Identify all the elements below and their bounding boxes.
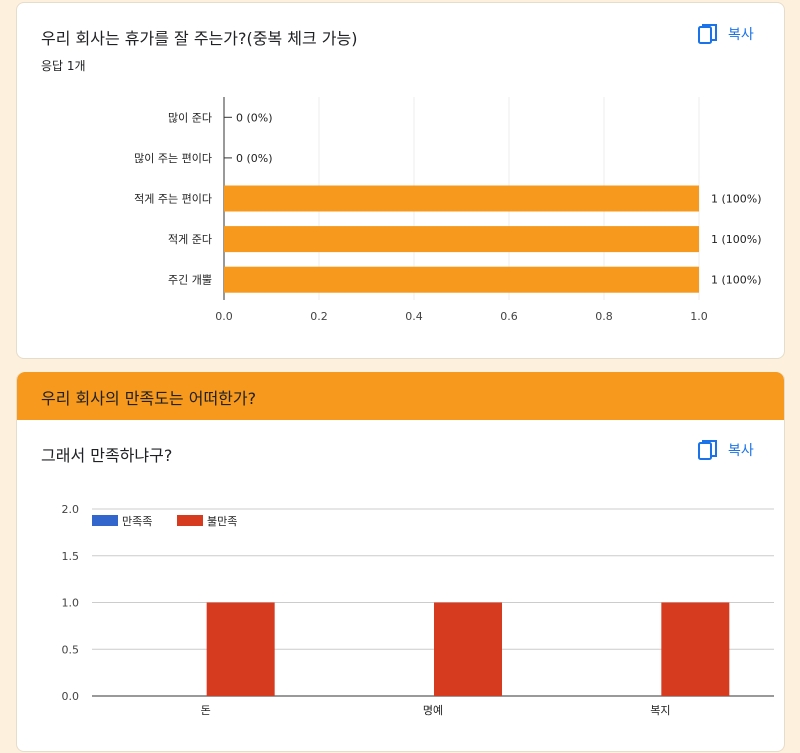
y-tick-label: 1.0: [62, 597, 80, 610]
x-tick-label: 0.8: [595, 310, 613, 323]
x-tick-label: 1.0: [690, 310, 708, 323]
copy-button[interactable]: 복사: [698, 23, 754, 45]
category-label: 많이 준다: [168, 111, 212, 124]
category-label: 많이 주는 편이다: [134, 152, 212, 165]
y-tick-label: 2.0: [62, 503, 80, 516]
category-label: 돈: [201, 704, 211, 717]
chart-vacation: 0.0 0.2 0.4 0.6 0.8 1.0 많이 준다 0 (0%) 많이 주는 편이다 0 …: [134, 97, 762, 323]
section-card-satisfaction: 우리 회사의 만족도는 어떠한가? 그래서 만족하냐구? 복사 0.0 0.5 1.…: [16, 372, 785, 752]
data-label: 1 (100%): [711, 193, 762, 206]
category-label: 적게 주는 편이다: [134, 193, 212, 206]
bar: [224, 185, 699, 212]
copy-label: 복사: [728, 443, 754, 459]
question-title: 우리 회사는 휴가를 잘 주는가?(중복 체크 가능): [41, 29, 358, 48]
category-label: 주긴 개뿔: [168, 274, 212, 287]
copy-icon: [698, 439, 718, 461]
data-label: 1 (100%): [711, 233, 762, 246]
y-tick-label: 0.0: [62, 690, 80, 703]
copy-label: 복사: [728, 27, 754, 43]
x-tick-label: 0.4: [405, 310, 423, 323]
bar-dissatisfied: [434, 602, 502, 696]
category-label: 복지: [650, 704, 670, 717]
y-tick-label: 0.5: [62, 643, 80, 656]
x-tick-label: 0.6: [500, 310, 518, 323]
chart-satisfaction: 0.0 0.5 1.0 1.5 2.0 돈 명예 복지 만족족 불만족: [62, 503, 774, 717]
copy-icon: [698, 23, 718, 45]
legend-label: 불만족: [207, 515, 237, 528]
category-label: 적게 준다: [168, 233, 212, 246]
y-tick-label: 1.5: [62, 550, 80, 563]
bar: [224, 226, 699, 253]
bar: [224, 266, 699, 293]
question-card-vacation: 우리 회사는 휴가를 잘 주는가?(중복 체크 가능) 응답 1개 복사 0.0…: [16, 2, 785, 359]
question-title: 그래서 만족하냐구?: [41, 446, 173, 465]
section-header: 우리 회사의 만족도는 어떠한가?: [17, 372, 784, 420]
response-count: 응답 1개: [41, 59, 86, 73]
data-label: 0 (0%): [236, 152, 273, 165]
x-tick-label: 0.0: [215, 310, 233, 323]
data-label: 1 (100%): [711, 274, 762, 287]
legend-swatch: [92, 515, 118, 526]
data-label: 0 (0%): [236, 111, 273, 124]
bar-dissatisfied: [206, 602, 275, 696]
legend-label: 만족족: [122, 515, 152, 528]
section-title: 우리 회사의 만족도는 어떠한가?: [41, 389, 257, 408]
x-tick-label: 0.2: [310, 310, 328, 323]
category-label: 명예: [423, 704, 443, 717]
legend-swatch: [177, 515, 203, 526]
copy-button[interactable]: 복사: [698, 439, 754, 461]
bar-dissatisfied: [661, 602, 730, 696]
